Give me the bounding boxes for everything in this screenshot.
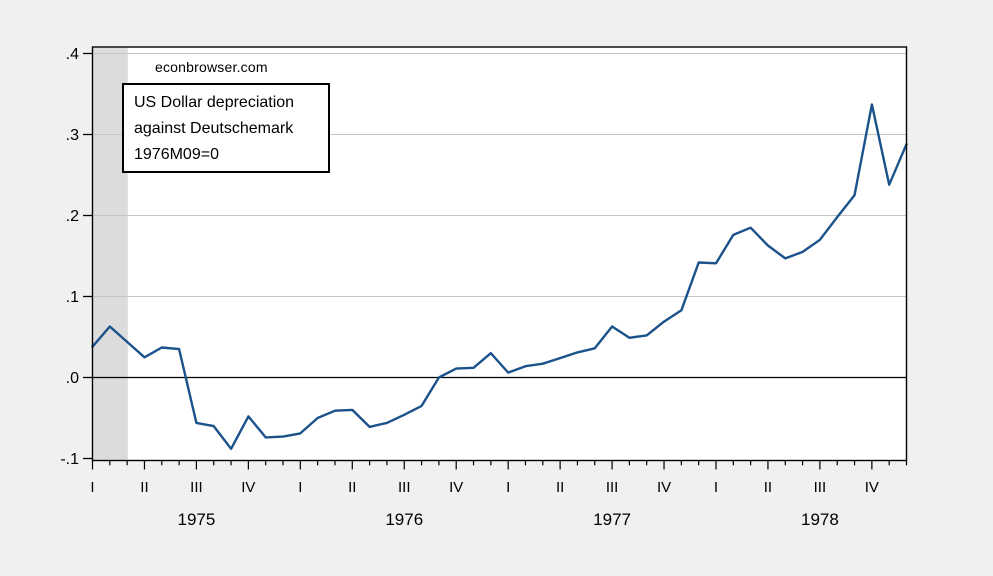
x-axis-quarter-label: I (506, 479, 510, 496)
x-axis-quarter-label: III (606, 479, 619, 496)
x-axis-quarter-label: III (814, 479, 827, 496)
x-axis-quarter-label: IV (657, 479, 671, 496)
x-axis-year-label: 1978 (801, 510, 839, 529)
plot-border (91, 46, 908, 462)
annotation-line-3: 1976M09=0 (134, 146, 219, 163)
x-axis-quarter-label: IV (865, 479, 879, 496)
y-axis-label: .3 (66, 127, 79, 144)
x-axis-quarter-label: III (398, 479, 411, 496)
y-axis-label: -.1 (60, 451, 79, 468)
y-axis-label: .4 (66, 46, 79, 63)
x-axis-quarter-label: I (90, 479, 94, 496)
x-axis-quarter-label: I (714, 479, 718, 496)
y-axis-label: .0 (66, 370, 79, 387)
x-axis-quarter-label: II (764, 479, 772, 496)
x-axis-quarter-label: II (348, 479, 356, 496)
y-axis-label: .1 (66, 289, 79, 306)
x-axis-quarter-label: IV (449, 479, 463, 496)
x-axis-year-label: 1977 (593, 510, 631, 529)
x-axis-year-label: 1976 (385, 510, 423, 529)
x-axis-quarter-label: II (140, 479, 148, 496)
annotation-line-2: against Deutschemark (134, 120, 294, 137)
x-axis-quarter-label: II (556, 479, 564, 496)
data-line-usd-dem (91, 103, 908, 450)
x-axis-quarter-label: I (298, 479, 302, 496)
x-axis-year-label: 1975 (178, 510, 216, 529)
annotation-line-1: US Dollar depreciation (134, 94, 295, 111)
x-axis-quarter-label: III (190, 479, 203, 496)
x-axis-quarter-label: IV (241, 479, 255, 496)
y-axis-label: .2 (66, 208, 79, 225)
watermark: econbrowser.com (155, 59, 268, 75)
annotation-box: US Dollar depreciation against Deutschem… (122, 83, 330, 173)
